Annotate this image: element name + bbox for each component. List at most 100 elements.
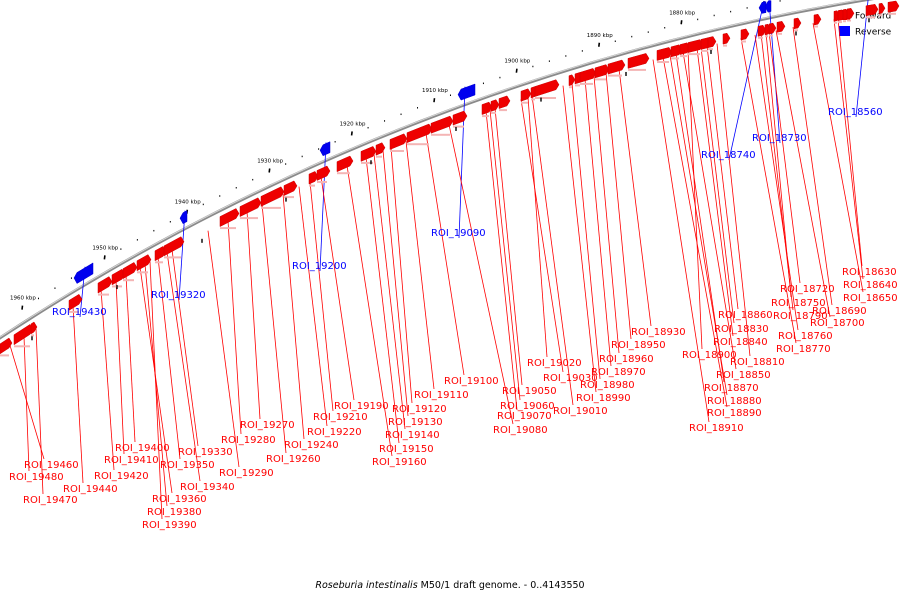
caption-organism: Roseburia intestinalis	[315, 580, 417, 591]
forward-gene-label: ROI_18830	[714, 324, 769, 335]
gene-shadow	[847, 19, 851, 22]
gene-features	[0, 0, 900, 357]
forward-leader-line	[837, 18, 863, 267]
forward-gene-label: ROI_18650	[843, 293, 898, 304]
gene-shadow	[708, 48, 713, 51]
gene-shadow	[361, 161, 373, 164]
forward-gene-label: ROI_19220	[307, 427, 362, 438]
kbp-tick-label: 1910 kbp	[422, 88, 448, 94]
gene-shadow	[758, 36, 763, 39]
forward-gene	[707, 36, 717, 49]
forward-gene-label: ROI_19360	[152, 494, 207, 505]
forward-gene-label: ROI_19060	[500, 401, 555, 412]
forward-gene	[136, 254, 152, 272]
forward-leader-line	[675, 53, 725, 383]
forward-gene-label: ROI_19470	[23, 495, 78, 506]
forward-leader-line	[309, 181, 334, 412]
reverse-gene-label: ROI_19090	[431, 228, 486, 239]
forward-leader-line	[346, 165, 393, 457]
gene-shadow	[569, 86, 572, 89]
forward-gene-label: ROI_18930	[631, 327, 686, 338]
gene-shadow	[431, 133, 450, 136]
gene-shadow	[317, 181, 327, 183]
reverse-gene-label: ROI_18730	[752, 133, 807, 144]
forward-gene-label: ROI_19210	[313, 412, 368, 423]
kbp-tick-label: 1880 kbp	[669, 10, 695, 16]
gene-shadow	[337, 172, 350, 175]
forward-leader-line	[706, 45, 739, 310]
forward-gene	[163, 236, 185, 257]
kbp-major-tick	[433, 98, 436, 103]
forward-gene-label: ROI_18630	[842, 267, 897, 278]
gene-shadow	[879, 14, 882, 17]
reverse-gene	[73, 262, 94, 284]
gene-shadow	[155, 261, 163, 264]
forward-leader-line	[792, 26, 833, 306]
forward-gene	[498, 95, 511, 109]
forward-gene-label: ROI_19380	[147, 507, 202, 518]
forward-leader-line	[390, 147, 413, 404]
forward-leader-line	[765, 32, 792, 298]
forward-gene-label: ROI_18990	[576, 393, 631, 404]
gene-shadow	[680, 55, 687, 58]
forward-gene	[481, 101, 493, 115]
forward-gene	[389, 133, 408, 150]
forward-leader-line	[531, 95, 574, 406]
forward-gene-label: ROI_19350	[160, 460, 215, 471]
forward-gene	[757, 24, 767, 37]
forward-gene-label: ROI_18700	[810, 318, 865, 329]
forward-gene	[122, 262, 138, 280]
reverse-gene	[764, 0, 772, 13]
forward-gene-label: ROI_18980	[580, 380, 635, 391]
forward-gene-label: ROI_19140	[385, 430, 440, 441]
forward-leader-line	[618, 68, 652, 327]
forward-gene-label: ROI_18860	[718, 310, 773, 321]
forward-gene-label: ROI_19010	[553, 406, 608, 417]
forward-gene	[308, 171, 319, 185]
gene-shadow	[741, 40, 746, 43]
forward-gene-label: ROI_19100	[444, 376, 499, 387]
forward-gene	[813, 13, 822, 26]
forward-gene	[568, 74, 576, 87]
kbp-major-tick	[21, 305, 24, 310]
forward-leader-line	[171, 249, 199, 447]
forward-leader-line	[320, 176, 355, 401]
gene-shadow	[31, 334, 34, 337]
forward-leader-line	[662, 56, 728, 408]
forward-gene-label: ROI_18970	[591, 367, 646, 378]
forward-gene-label: ROI_18840	[713, 337, 768, 348]
gene-shadow	[794, 29, 798, 32]
forward-gene-label: ROI_18690	[812, 306, 867, 317]
forward-gene-label: ROI_19480	[9, 472, 64, 483]
gene-shadow	[580, 82, 593, 85]
forward-leader-line	[282, 193, 305, 440]
forward-leader-line	[700, 47, 735, 324]
forward-leader-line	[139, 267, 173, 494]
kbp-major-tick	[268, 168, 271, 173]
reverse-gene-label: ROI_18740	[701, 150, 756, 161]
forward-gene	[0, 337, 13, 355]
forward-leader-line	[9, 345, 45, 460]
gene-shadow	[769, 34, 773, 37]
reverse-gene-label: ROI_19200	[292, 261, 347, 272]
forward-gene-label: ROI_19270	[240, 420, 295, 431]
forward-gene	[534, 79, 560, 97]
reverse-leader-line	[319, 142, 327, 272]
caption-details: M50/1 draft genome. - 0..4143550	[418, 580, 585, 591]
gene-shadow	[834, 21, 837, 24]
forward-gene-label: ROI_18760	[778, 331, 833, 342]
gene-shadow	[535, 97, 556, 99]
gene-shadow	[376, 155, 382, 158]
forward-leader-line	[149, 261, 163, 520]
kbp-major-tick	[350, 131, 353, 136]
kbp-tick-label: 1930 kbp	[257, 159, 283, 165]
forward-leader-line	[382, 150, 409, 417]
gene-shadow	[261, 206, 281, 209]
gene-shadow	[838, 21, 842, 24]
gene-shadow	[575, 84, 580, 87]
gene-shadow	[671, 57, 679, 60]
forward-leader-line	[35, 328, 44, 495]
forward-leader-line	[485, 111, 518, 411]
forward-gene-label: ROI_18890	[707, 408, 762, 419]
